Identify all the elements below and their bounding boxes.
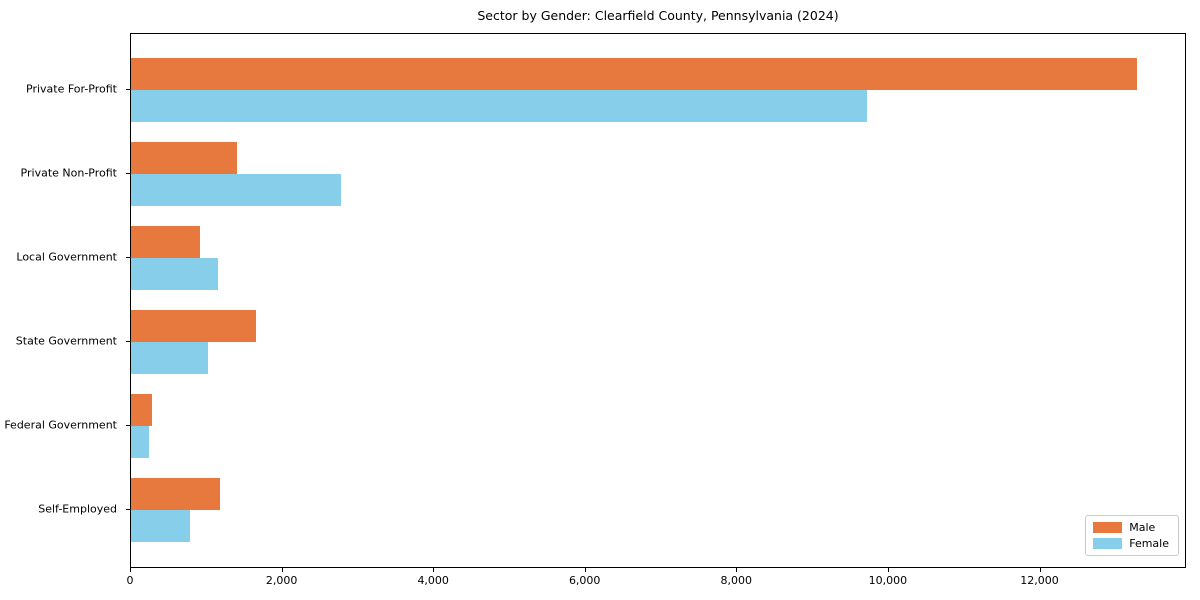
- y-tick-mark: [126, 89, 130, 90]
- x-tick-mark: [1039, 568, 1041, 572]
- y-tick-label: Private For-Profit: [26, 82, 117, 96]
- legend-label: Female: [1129, 537, 1169, 550]
- legend-entry-male: Male: [1093, 522, 1169, 533]
- x-tick-mark: [281, 568, 283, 572]
- x-tick-label: 4,000: [417, 574, 449, 587]
- y-tick-label: Private Non-Profit: [20, 166, 117, 180]
- x-tick-label: 6,000: [568, 574, 601, 587]
- bar-male-federal-government: [131, 394, 152, 426]
- x-tick-label: 10,000: [868, 574, 908, 587]
- bar-male-private-for-profit: [131, 58, 1137, 90]
- legend-label: Male: [1129, 521, 1156, 534]
- legend-entry-female: Female: [1093, 538, 1169, 549]
- y-tick-mark: [126, 257, 130, 258]
- bar-female-private-for-profit: [131, 90, 868, 122]
- x-tick-mark: [584, 568, 586, 572]
- plot-area: Male Female: [130, 33, 1186, 568]
- y-tick-mark: [126, 509, 130, 510]
- y-tick-label: Self-Employed: [38, 502, 117, 516]
- x-tick-mark: [736, 568, 738, 572]
- bar-male-self-employed: [131, 478, 220, 510]
- bar-male-local-government: [131, 226, 201, 258]
- legend: Male Female: [1085, 515, 1179, 556]
- legend-swatch-male: [1093, 522, 1123, 533]
- bar-female-federal-government: [131, 426, 150, 458]
- bar-male-state-government: [131, 310, 256, 342]
- bar-male-private-non-profit: [131, 142, 238, 174]
- x-tick-mark: [130, 568, 131, 572]
- chart-title: Sector by Gender: Clearfield County, Pen…: [477, 8, 839, 23]
- legend-swatch-female: [1093, 538, 1123, 549]
- y-tick-label: State Government: [15, 334, 117, 348]
- y-tick-mark: [126, 341, 130, 342]
- bar-female-local-government: [131, 258, 218, 290]
- x-tick-label: 8,000: [720, 574, 753, 587]
- y-tick-label: Federal Government: [4, 418, 117, 432]
- bar-female-self-employed: [131, 510, 191, 542]
- x-tick-mark: [887, 568, 889, 572]
- x-tick-label: 0: [126, 574, 134, 587]
- y-tick-mark: [126, 173, 130, 174]
- x-tick-label: 2,000: [265, 574, 298, 587]
- x-tick-label: 12,000: [1020, 574, 1059, 587]
- x-tick-mark: [433, 568, 435, 572]
- y-tick-label: Local Government: [16, 250, 117, 264]
- y-tick-mark: [126, 425, 130, 426]
- bar-female-state-government: [131, 342, 209, 374]
- bar-female-private-non-profit: [131, 174, 341, 206]
